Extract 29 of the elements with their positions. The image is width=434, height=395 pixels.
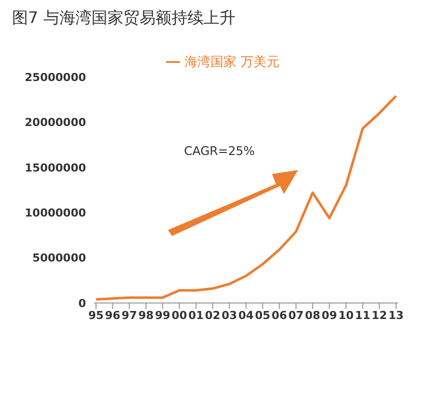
x-tick-label: 08 (305, 308, 320, 322)
legend-label: 海湾国家 万美元 (184, 55, 280, 70)
x-tick-label: 09 (322, 308, 337, 322)
x-tick-label: 98 (138, 308, 154, 322)
y-tick-label: 20000000 (24, 116, 86, 130)
x-tick-label: 95 (88, 308, 104, 322)
x-tick-label: 11 (355, 308, 370, 322)
x-tick-label: 02 (205, 308, 220, 322)
x-tick-label: 12 (372, 308, 387, 322)
x-tick-label: 97 (122, 308, 137, 322)
y-tick-label: 10000000 (24, 206, 86, 220)
annotation: CAGR=25% (184, 144, 255, 158)
y-tick-label: 25000000 (24, 70, 86, 84)
x-tick-label: 99 (155, 308, 170, 322)
x-tick-label: 03 (222, 308, 237, 322)
y-tick-label: 0 (78, 296, 86, 310)
x-tick-label: 13 (388, 308, 404, 322)
x-tick-label: 96 (105, 308, 121, 322)
y-tick-label: 15000000 (24, 161, 86, 174)
chart-title: 图7 与海湾国家贸易额持续上升 (12, 8, 236, 29)
x-tick-label: 05 (255, 308, 270, 322)
x-tick-label: 10 (338, 308, 354, 322)
x-tick-label: 01 (188, 308, 204, 322)
x-tick-label: 06 (272, 308, 288, 322)
x-tick-label: 00 (172, 308, 188, 322)
line-series (94, 94, 398, 301)
y-tick-label: 5000000 (32, 252, 86, 265)
x-tick-label: 07 (288, 308, 304, 322)
x-tick-label: 04 (238, 308, 254, 322)
